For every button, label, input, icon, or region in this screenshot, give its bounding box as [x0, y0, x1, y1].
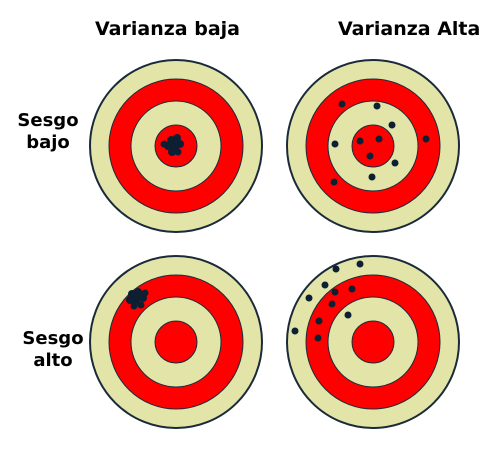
shot-cluster	[126, 288, 149, 310]
target-bullseye	[154, 320, 198, 364]
target-high-bias-high-variance	[286, 255, 460, 429]
target-bullseye	[351, 124, 395, 168]
shot-scatter	[330, 100, 430, 186]
column-title-high-variance: Varianza Alta	[338, 18, 481, 40]
target-bullseye	[351, 320, 395, 364]
shot-cluster	[160, 134, 184, 156]
row-title-high-bias: Sesgo alto	[8, 328, 98, 372]
shot-scatter	[291, 260, 364, 342]
target-low-bias-low-variance	[89, 59, 263, 233]
target-high-bias-low-variance	[89, 255, 263, 429]
column-title-low-variance: Varianza baja	[95, 18, 240, 40]
target-low-bias-high-variance	[286, 59, 460, 233]
row-title-low-bias-line2: bajo	[26, 132, 70, 153]
row-title-high-bias-line1: Sesgo	[22, 328, 84, 349]
row-title-low-bias: Sesgo bajo	[3, 110, 93, 154]
row-title-high-bias-line2: alto	[33, 350, 73, 371]
row-title-low-bias-line1: Sesgo	[17, 110, 79, 131]
